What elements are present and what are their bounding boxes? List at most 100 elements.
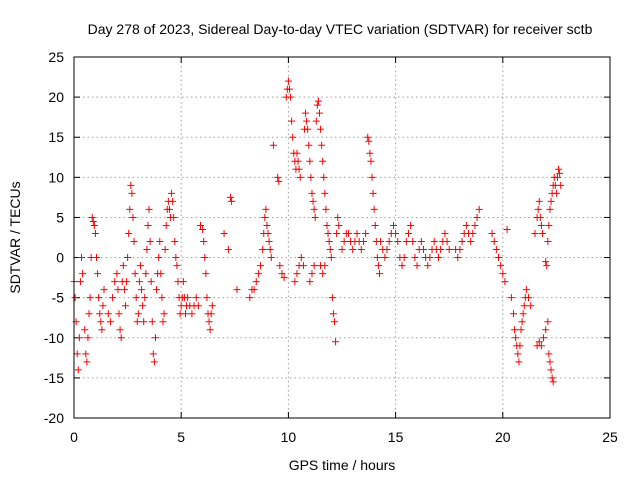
data-point (519, 310, 527, 318)
data-point (261, 213, 269, 221)
data-point (156, 238, 164, 246)
data-point (326, 246, 334, 254)
data-point (155, 254, 163, 262)
plot-frame (73, 56, 611, 419)
data-point (134, 310, 142, 318)
data-point (319, 157, 327, 165)
data-point (462, 221, 470, 229)
data-point (173, 262, 181, 270)
data-point (120, 286, 128, 294)
data-point (338, 246, 346, 254)
data-point (304, 125, 312, 133)
data-point (179, 278, 187, 286)
data-point (200, 238, 208, 246)
data-point (119, 262, 127, 270)
data-point (473, 213, 481, 221)
data-point (503, 225, 511, 233)
data-point (310, 262, 318, 270)
data-point (332, 338, 340, 346)
data-point (192, 294, 200, 302)
data-point (159, 318, 167, 326)
data-point (322, 205, 330, 213)
data-point (228, 197, 236, 205)
data-point (121, 302, 129, 310)
data-point (262, 205, 270, 213)
grid-lines (74, 57, 610, 418)
y-tick-label: -15 (44, 370, 64, 386)
data-point (97, 318, 105, 326)
data-point (314, 97, 322, 105)
data-point (467, 238, 475, 246)
data-point (328, 294, 336, 302)
data-point (287, 93, 295, 101)
data-point (515, 358, 523, 366)
data-point (129, 213, 137, 221)
data-point (172, 254, 180, 262)
data-point (78, 254, 86, 262)
data-point (531, 229, 539, 237)
data-point (233, 286, 241, 294)
data-point (124, 254, 132, 262)
y-tick-label: -20 (44, 410, 64, 426)
data-point (158, 294, 166, 302)
data-point (302, 109, 310, 117)
data-point (381, 254, 389, 262)
data-point (207, 310, 215, 318)
data-point (265, 238, 273, 246)
data-point (527, 302, 535, 310)
data-point (556, 169, 564, 177)
data-point (512, 334, 520, 342)
data-point (250, 286, 258, 294)
data-point (365, 137, 373, 145)
data-point (306, 157, 314, 165)
data-point (535, 338, 543, 346)
data-point (291, 278, 299, 286)
x-tick-label: 25 (602, 429, 618, 445)
data-point (138, 286, 146, 294)
data-point (76, 278, 84, 286)
data-point (257, 262, 265, 270)
data-point (364, 133, 372, 141)
data-point (536, 213, 544, 221)
data-point (133, 318, 141, 326)
data-point (542, 326, 550, 334)
data-point (511, 326, 519, 334)
data-point (84, 334, 92, 342)
data-point (274, 173, 282, 181)
data-point (318, 141, 326, 149)
x-tick-label: 15 (388, 429, 404, 445)
data-point (82, 350, 90, 358)
data-point (96, 310, 104, 318)
data-point (299, 262, 307, 270)
data-point (303, 117, 311, 125)
data-point (424, 262, 432, 270)
data-point (127, 181, 135, 189)
data-point (394, 238, 402, 246)
data-point (333, 229, 341, 237)
data-point (293, 270, 301, 278)
data-point (184, 294, 192, 302)
data-point (392, 229, 400, 237)
data-point (400, 254, 408, 262)
data-point (308, 270, 316, 278)
data-point (153, 286, 161, 294)
y-tick-label: -10 (44, 330, 64, 346)
data-point (344, 229, 352, 237)
data-point (111, 278, 119, 286)
data-point (139, 302, 147, 310)
data-point (141, 294, 149, 302)
data-point (145, 205, 153, 213)
data-point (340, 238, 348, 246)
data-point (115, 310, 123, 318)
data-point (317, 125, 325, 133)
data-point (552, 189, 560, 197)
data-point (443, 238, 451, 246)
data-point (294, 157, 302, 165)
data-point (85, 310, 93, 318)
data-point (413, 262, 421, 270)
data-point (430, 238, 438, 246)
data-point (475, 205, 483, 213)
data-point (224, 246, 232, 254)
data-point (91, 229, 99, 237)
